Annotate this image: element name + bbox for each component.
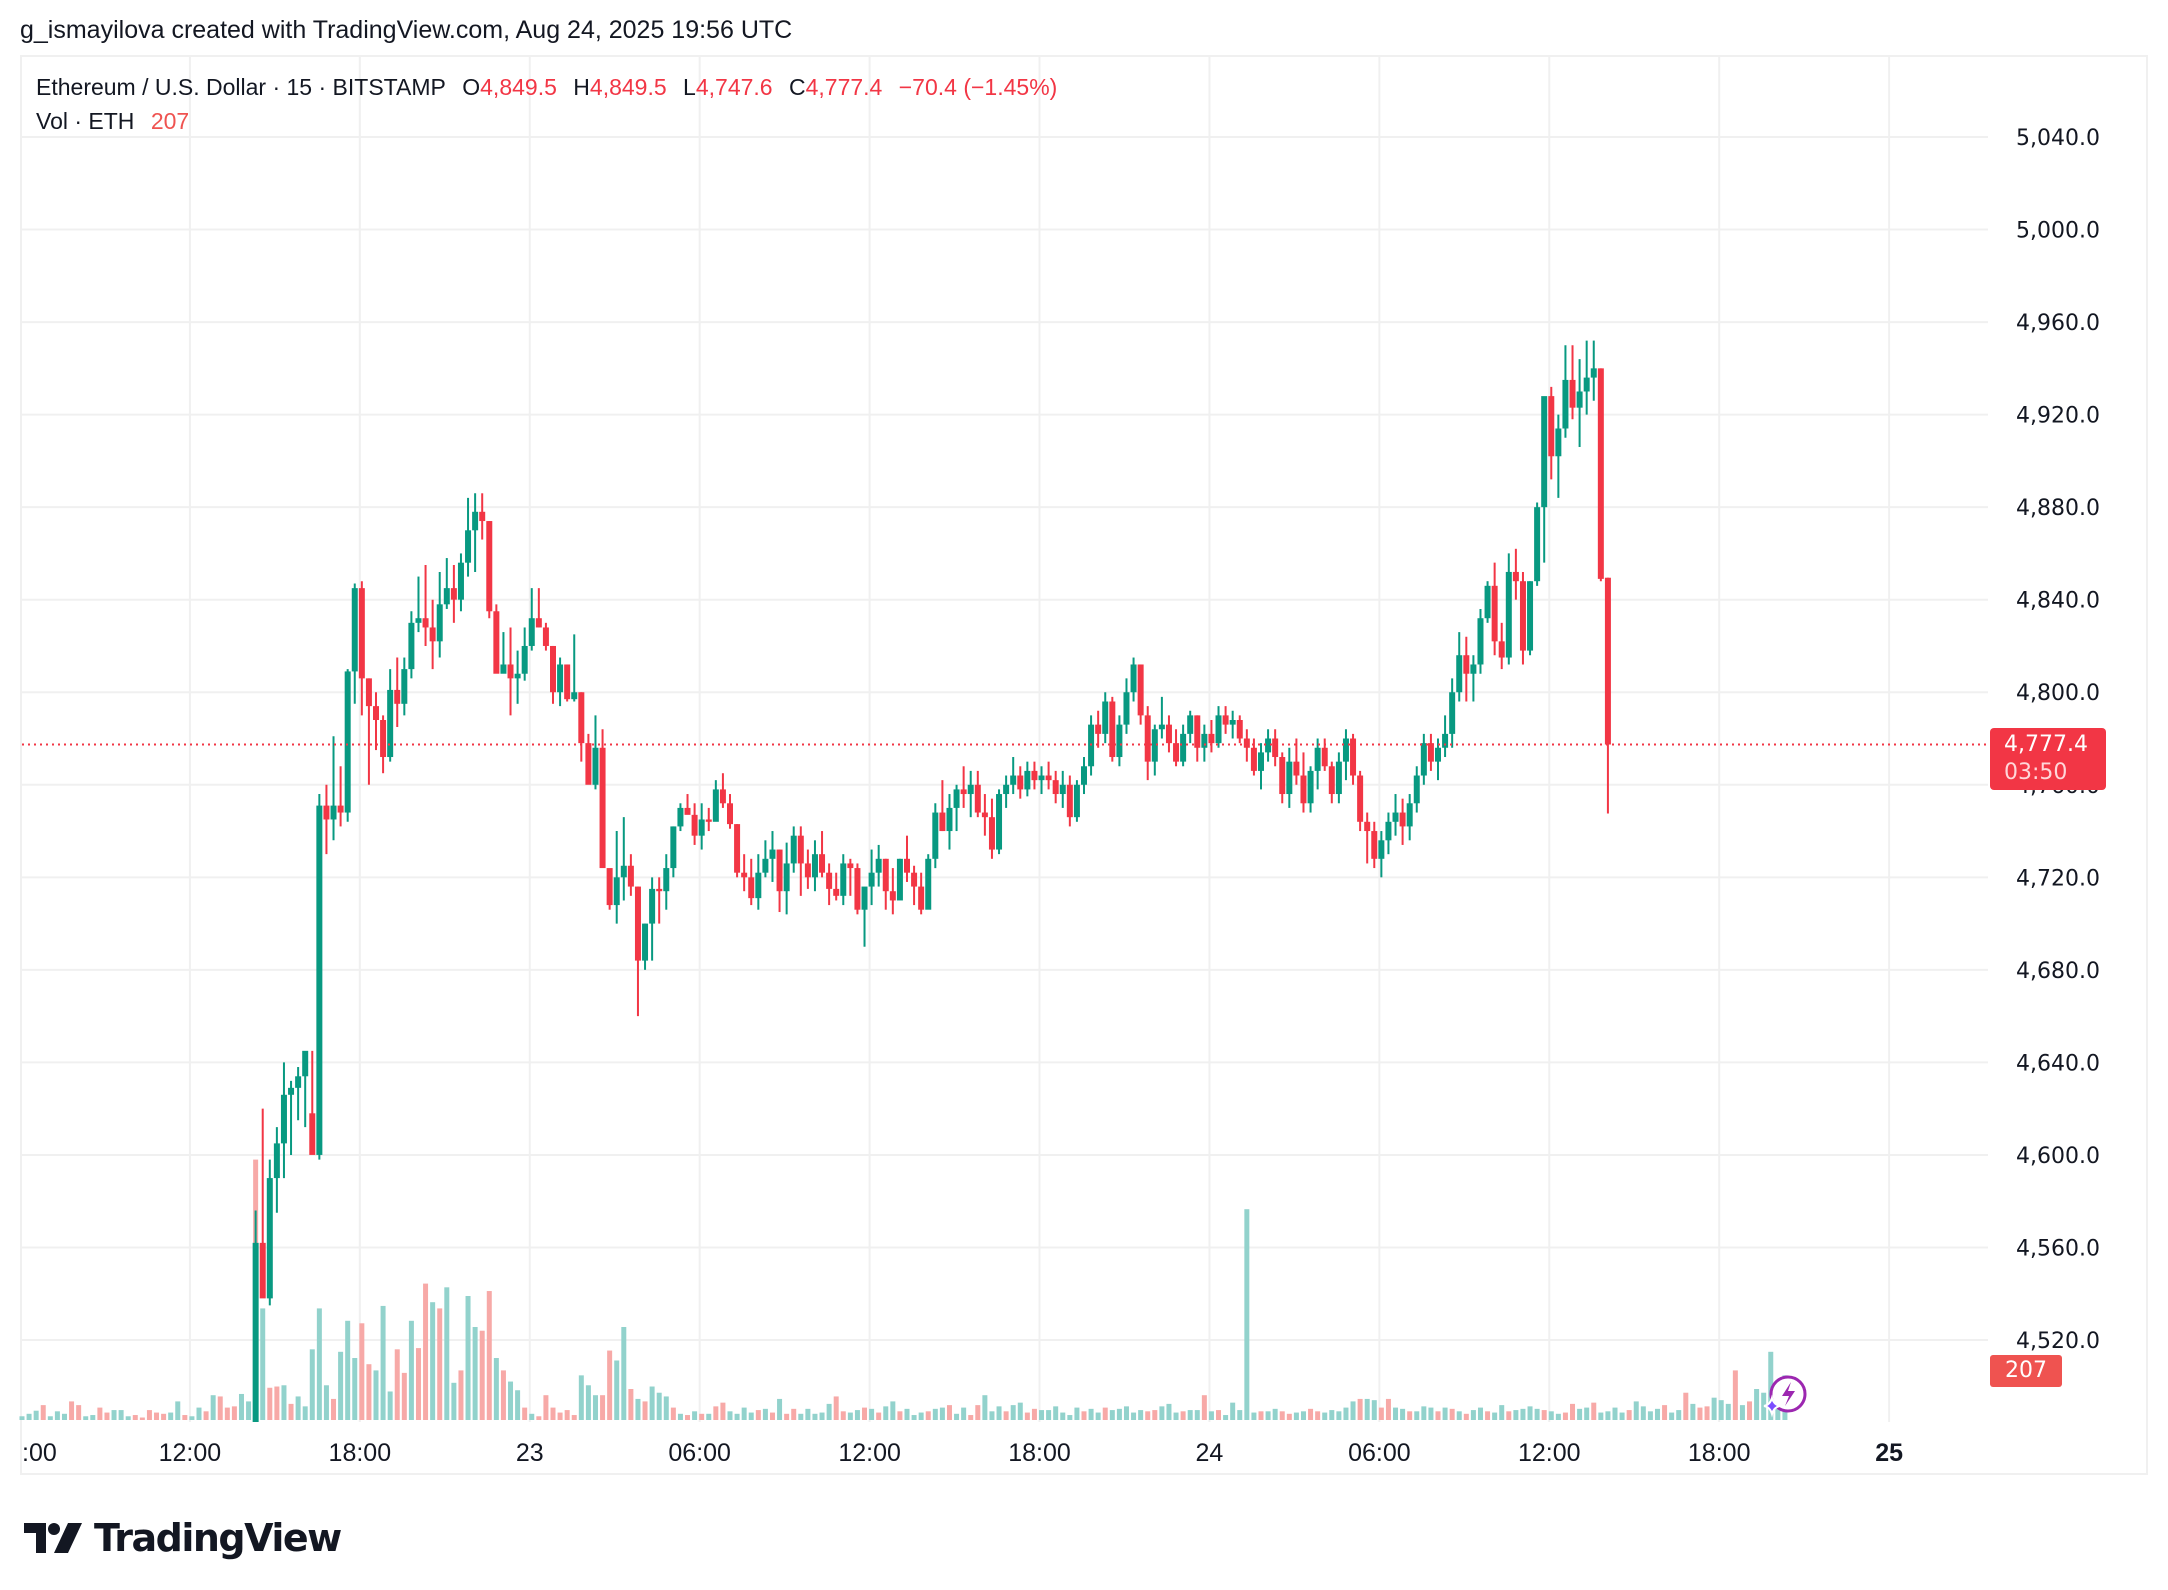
ohlc-high: 4,849.5 (589, 74, 667, 100)
bar-countdown: 03:50 (2004, 760, 2068, 785)
ohlc-open: 4,849.5 (480, 74, 557, 100)
last-price-tag: 4,777.4 03:50 (1990, 728, 2106, 790)
price-axis-tick: 4,680.0 (2016, 959, 2100, 984)
price-axis-tick: 5,000.0 (2016, 219, 2100, 244)
volume-title[interactable]: Vol · ETH (36, 108, 135, 134)
time-axis-tick: 18:00 (1008, 1439, 1071, 1467)
time-axis-tick: 25 (1875, 1439, 1903, 1467)
time-axis-tick: :00 (22, 1439, 57, 1467)
chart-frame (20, 55, 2148, 1475)
price-axis-tick: 4,640.0 (2016, 1051, 2100, 1076)
price-axis-tick: 4,960.0 (2016, 311, 2100, 336)
tradingview-logo[interactable]: TradingView (24, 1516, 342, 1560)
price-change: −70.4 (−1.45%) (898, 74, 1058, 100)
time-axis-tick: 06:00 (1348, 1439, 1411, 1467)
price-axis-tick: 4,520.0 (2016, 1329, 2100, 1354)
time-axis-tick: 12:00 (1518, 1439, 1581, 1467)
price-axis-tick: 4,880.0 (2016, 496, 2100, 521)
price-axis-tick: 5,040.0 (2016, 126, 2100, 151)
time-axis[interactable]: :00 12:00 18:00 23 06:00 12:00 18:00 24 06:00 12:… (22, 1439, 1903, 1467)
chart-legend: Ethereum / U.S. Dollar · 15 · BITSTAMP O… (36, 70, 1057, 138)
time-axis-tick: 24 (1196, 1439, 1224, 1467)
tradingview-assistant-lightning-icon[interactable] (1760, 1372, 1808, 1425)
ohlc-close: 4,777.4 (805, 74, 883, 100)
chart-grid (22, 57, 1988, 1422)
last-volume-tag: 207 (1990, 1355, 2062, 1387)
time-axis-tick: 18:00 (329, 1439, 392, 1467)
symbol-legend-row[interactable]: Ethereum / U.S. Dollar · 15 · BITSTAMP O… (36, 70, 1057, 104)
time-axis-tick: 18:00 (1688, 1439, 1751, 1467)
last-price-value: 4,777.4 (2004, 732, 2088, 757)
price-axis-tick: 4,800.0 (2016, 681, 2100, 706)
tradingview-logo-icon (24, 1523, 82, 1553)
time-axis-tick: 12:00 (159, 1439, 222, 1467)
tradingview-logo-text: TradingView (94, 1516, 342, 1560)
price-axis-tick: 4,920.0 (2016, 404, 2100, 429)
symbol-title[interactable]: Ethereum / U.S. Dollar · 15 · BITSTAMP (36, 74, 446, 100)
volume-legend-row[interactable]: Vol · ETH 207 (36, 104, 1057, 138)
price-axis-tick: 4,560.0 (2016, 1236, 2100, 1261)
chart-credit: g_ismayilova created with TradingView.co… (20, 16, 793, 44)
time-axis-tick: 12:00 (838, 1439, 901, 1467)
price-axis-tick: 4,720.0 (2016, 866, 2100, 891)
price-axis-tick: 4,840.0 (2016, 589, 2100, 614)
time-axis-tick: 06:00 (668, 1439, 731, 1467)
price-axis-tick: 4,600.0 (2016, 1144, 2100, 1169)
ohlc-low: 4,747.6 (695, 74, 773, 100)
ohlc-open-label: O (462, 74, 481, 100)
volume-bars (19, 1159, 1788, 1420)
ohlc-close-label: C (788, 74, 806, 100)
ohlc-low-label: L (683, 74, 696, 100)
time-axis-tick: 23 (516, 1439, 544, 1467)
price-candles (252, 340, 1611, 1422)
volume-value: 207 (150, 108, 190, 134)
ohlc-high-label: H (573, 74, 590, 100)
